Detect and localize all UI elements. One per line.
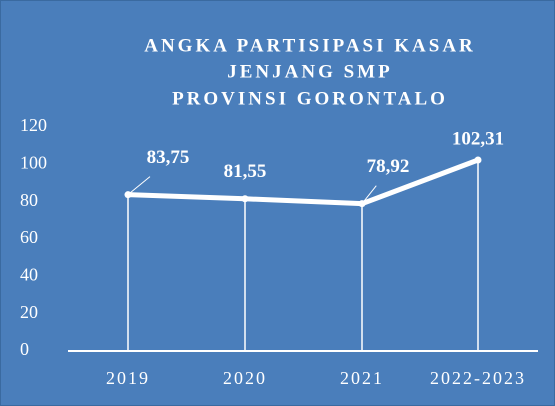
x-tick-label: 2021 [340,368,384,388]
data-label: 81,55 [224,161,267,182]
x-tick-label: 2019 [106,368,150,388]
y-tick-label: 60 [20,227,38,247]
y-tick-label: 100 [20,152,47,172]
line [127,157,479,207]
chart-title: JENJANG SMP [227,61,392,82]
y-tick-label: 20 [20,302,38,322]
y-tick-label: 120 [20,115,47,135]
point [241,195,249,203]
data-label: 83,75 [147,147,190,168]
y-tick-label: 0 [20,339,29,359]
chart-title: PROVINSI GORONTALO [172,88,448,109]
data-label: 102,31 [452,128,504,149]
leader-line [127,176,151,196]
y-tick-label: 80 [20,190,38,210]
chart-title: ANGKA PARTISIPASI KASAR [144,35,476,56]
point [474,156,482,164]
leader-line [361,185,377,204]
x-tick-label: 2022-2023 [430,368,526,388]
x-tick-label: 2020 [223,368,267,388]
data-label: 78,92 [367,156,410,177]
y-tick-label: 40 [20,264,38,284]
